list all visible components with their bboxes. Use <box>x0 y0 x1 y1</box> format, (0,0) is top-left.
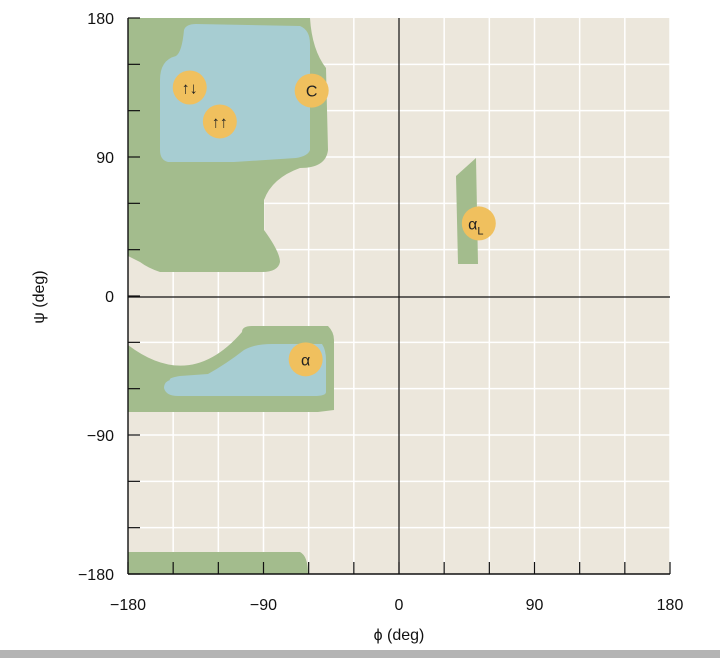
axis-ticks <box>127 17 671 575</box>
marker-antiparallel-beta: ↑↓ <box>172 70 207 105</box>
conformation-markers: ↑↓ ↑↑ Cα αL <box>172 70 496 377</box>
marker-parallel-beta: ↑↑ <box>202 104 237 139</box>
favored-region-alpha <box>164 344 326 396</box>
marker-label: ↑↑ <box>212 114 228 131</box>
marker-circle <box>294 73 329 108</box>
marker-circle <box>172 70 207 105</box>
bottom-border <box>0 650 720 658</box>
marker-alpha-helix: α <box>288 342 323 377</box>
marker-circle <box>202 104 237 139</box>
y-tick-label: 180 <box>87 11 114 28</box>
y-tick-labels: 180 90 0 −90 −180 <box>78 11 114 584</box>
x-tick-label: −90 <box>250 597 277 614</box>
marker-label: α <box>301 352 310 369</box>
marker-circle <box>288 342 323 377</box>
x-axis-title: ϕ (deg) <box>374 627 425 644</box>
x-tick-label: −180 <box>110 597 146 614</box>
favored-regions <box>160 24 326 396</box>
y-tick-label: −180 <box>78 567 114 584</box>
x-tick-label: 90 <box>526 597 544 614</box>
x-tick-label: 180 <box>657 597 684 614</box>
y-tick-label: −90 <box>87 428 114 445</box>
x-tick-label: 0 <box>395 597 404 614</box>
y-axis-title: ψ (deg) <box>31 270 48 323</box>
x-tick-labels: −180 −90 0 90 180 <box>110 597 683 614</box>
marker-label: C <box>306 84 318 101</box>
marker-circle <box>461 206 496 241</box>
marker-label-subscript: L <box>477 225 483 237</box>
favored-region-beta <box>160 24 310 162</box>
marker-collagen: C <box>294 73 329 108</box>
y-tick-label: 90 <box>96 150 114 167</box>
marker-left-alpha-helix: αL <box>461 206 496 241</box>
y-tick-label: 0 <box>105 289 114 306</box>
marker-label: ↑↓ <box>182 81 198 98</box>
